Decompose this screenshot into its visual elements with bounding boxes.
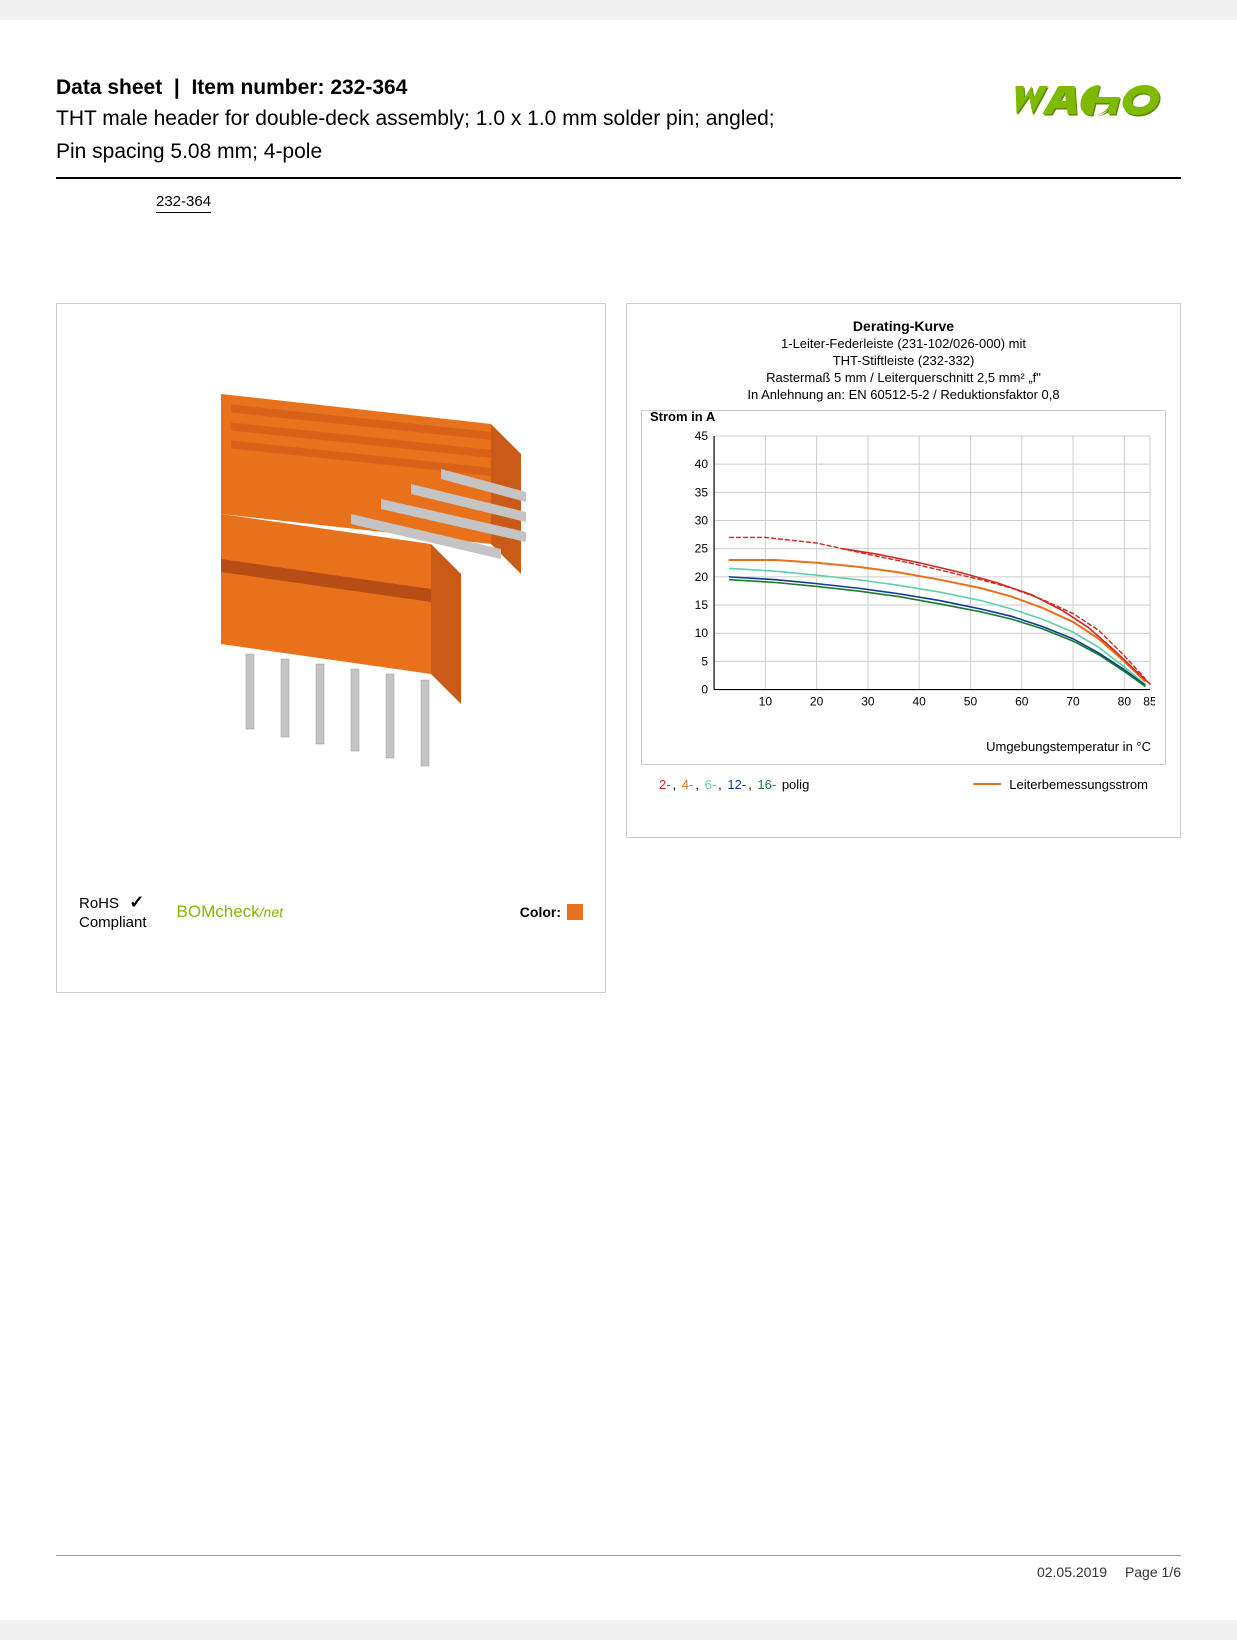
svg-text:35: 35: [695, 485, 709, 499]
compliant-label: Compliant: [79, 914, 147, 932]
svg-text:25: 25: [695, 541, 709, 555]
item-number: 232-364: [330, 76, 407, 99]
footer: 02.05.2019 Page 1/6: [56, 1555, 1181, 1580]
chart-ylabel: Strom in A: [650, 409, 715, 424]
color-indicator: Color:: [520, 904, 583, 920]
svg-text:15: 15: [695, 598, 709, 612]
svg-text:85: 85: [1143, 694, 1155, 708]
compliance-row: RoHS ✓ Compliant BOMcheck/net Color:: [79, 892, 583, 932]
rohs-badge: RoHS ✓ Compliant: [79, 892, 147, 932]
svg-text:0: 0: [701, 682, 708, 696]
legend-line-icon: [973, 783, 1001, 785]
legend-right: Leiterbemessungsstrom: [973, 777, 1148, 792]
legend-left: 2-, 4-, 6-, 12-, 16- polig: [659, 777, 811, 792]
svg-text:30: 30: [695, 513, 709, 527]
chart-xlabel: Umgebungstemperatur in °C: [986, 739, 1151, 754]
svg-text:80: 80: [1118, 694, 1132, 708]
color-label-text: Color:: [520, 904, 561, 920]
svg-text:10: 10: [759, 694, 773, 708]
svg-text:70: 70: [1066, 694, 1080, 708]
datasheet-label: Data sheet: [56, 76, 162, 99]
footer-page: Page 1/6: [1125, 1564, 1181, 1580]
bomcheck-logo: BOMcheck/net: [177, 902, 284, 922]
description-line-2: Pin spacing 5.08 mm; 4-pole: [56, 137, 1001, 166]
divider-pipe: |: [168, 76, 191, 99]
product-panel: RoHS ✓ Compliant BOMcheck/net Color:: [56, 303, 606, 993]
svg-text:20: 20: [695, 570, 709, 584]
panels-row: RoHS ✓ Compliant BOMcheck/net Color: Der…: [56, 303, 1181, 993]
header-text-block: Data sheet | Item number: 232-364 THT ma…: [56, 76, 1001, 171]
svg-text:20: 20: [810, 694, 824, 708]
chart-sub-4: In Anlehnung an: EN 60512-5-2 / Reduktio…: [641, 387, 1166, 402]
item-link[interactable]: 232-364: [156, 193, 211, 213]
chart-sub-1: 1-Leiter-Federleiste (231-102/026-000) m…: [641, 336, 1166, 351]
svg-text:30: 30: [861, 694, 875, 708]
chart-legend: 2-, 4-, 6-, 12-, 16- polig Leiterbemessu…: [641, 777, 1166, 792]
check-icon: ✓: [129, 892, 144, 912]
chart-sub-3: Rastermaß 5 mm / Leiterquerschnitt 2,5 m…: [641, 370, 1166, 385]
svg-text:45: 45: [695, 431, 709, 443]
chart-sub-2: THT-Stiftleiste (232-332): [641, 353, 1166, 368]
page: Data sheet | Item number: 232-364 THT ma…: [0, 20, 1237, 1620]
svg-text:10: 10: [695, 626, 709, 640]
svg-text:40: 40: [695, 457, 709, 471]
rohs-label: RoHS: [79, 895, 119, 912]
color-swatch: [567, 904, 583, 920]
footer-date: 02.05.2019: [1037, 1564, 1107, 1580]
svg-text:50: 50: [964, 694, 978, 708]
product-image: [57, 304, 605, 844]
wago-logo: [1001, 76, 1181, 124]
chart-title: Derating-Kurve: [641, 318, 1166, 334]
derating-chart: 0 5 10 15 20 25 30 35 40 45 10 20 30 40 50 60 70 80 85: [684, 431, 1155, 712]
header: Data sheet | Item number: 232-364 THT ma…: [56, 76, 1181, 179]
svg-text:40: 40: [913, 694, 927, 708]
legend-right-label: Leiterbemessungsstrom: [1009, 777, 1148, 792]
svg-text:60: 60: [1015, 694, 1029, 708]
description-line-1: THT male header for double-deck assembly…: [56, 104, 1001, 133]
item-label: Item number:: [191, 76, 324, 99]
bomcheck-text: BOMcheck: [177, 902, 260, 921]
chart-box: Strom in A 0 5 10 15 20 25 30 35 40 45 10 20 30 40 50 6…: [641, 410, 1166, 765]
chart-panel: Derating-Kurve 1-Leiter-Federleiste (231…: [626, 303, 1181, 838]
svg-text:5: 5: [701, 654, 708, 668]
title-line-1: Data sheet | Item number: 232-364: [56, 76, 1001, 100]
bomcheck-suffix: /net: [260, 904, 283, 920]
